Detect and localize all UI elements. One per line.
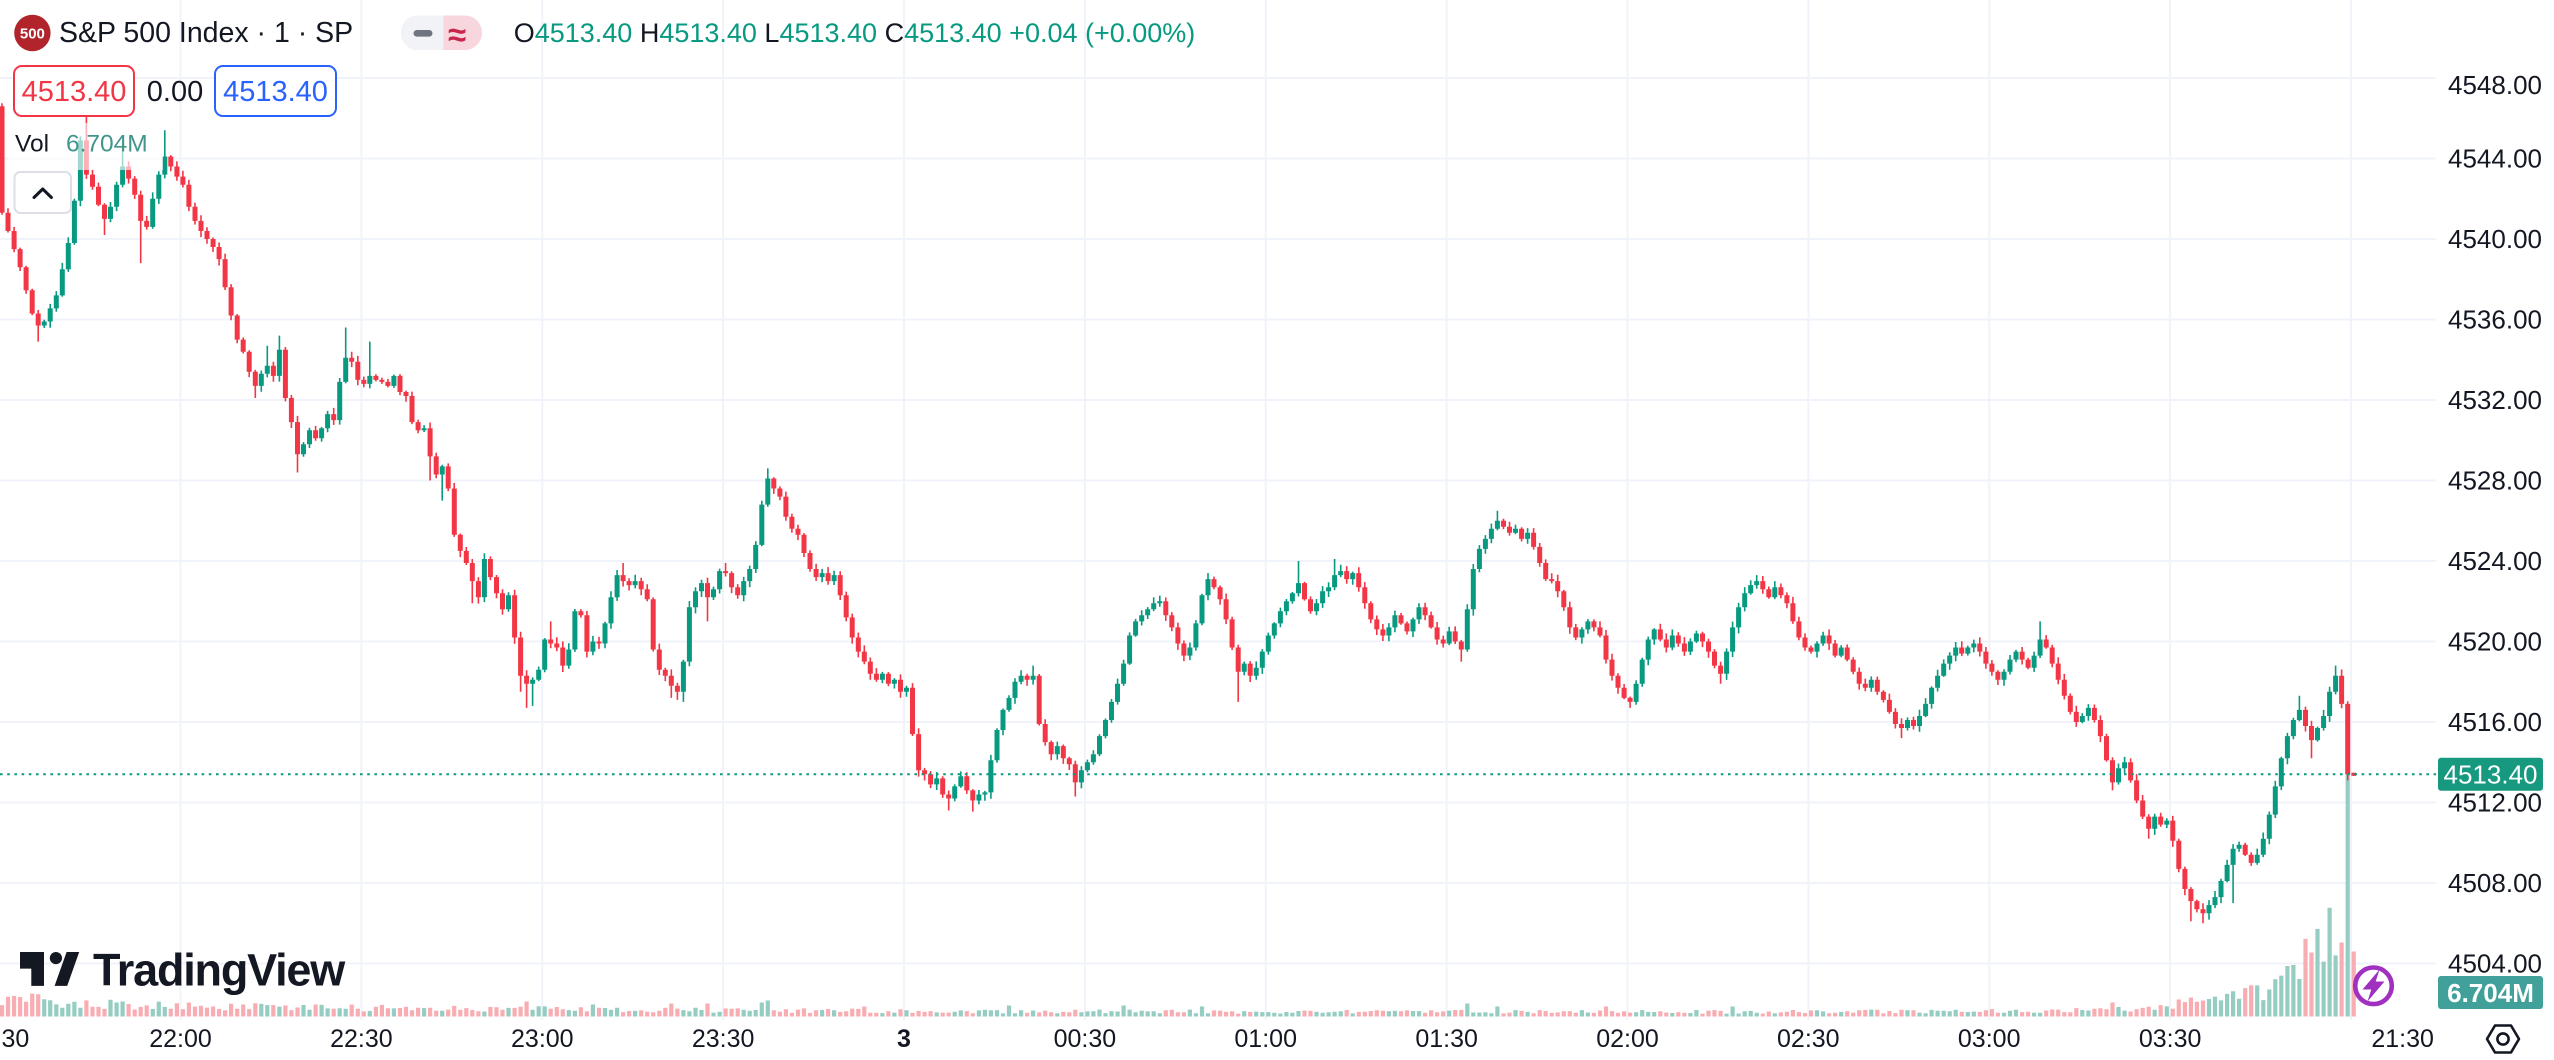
svg-text:500: 500	[20, 25, 45, 42]
svg-text:O4513.40 H4513.40 L4513.40 C45: O4513.40 H4513.40 L4513.40 C4513.40 +0.0…	[514, 18, 1196, 48]
svg-text:4524.00: 4524.00	[2448, 546, 2542, 576]
svg-text:6.704M: 6.704M	[2447, 978, 2534, 1008]
svg-text:22:30: 22:30	[330, 1025, 393, 1053]
svg-text:3: 3	[897, 1025, 911, 1053]
svg-text:4512.00: 4512.00	[2448, 788, 2542, 818]
svg-text:4513.40: 4513.40	[223, 76, 328, 108]
svg-text:0.00: 0.00	[147, 76, 203, 108]
svg-text:21:30: 21:30	[2371, 1025, 2434, 1053]
svg-text:4532.00: 4532.00	[2448, 385, 2542, 415]
svg-text:23:00: 23:00	[511, 1025, 574, 1053]
svg-text:4504.00: 4504.00	[2448, 949, 2542, 979]
svg-text:≈: ≈	[448, 16, 466, 53]
svg-text:23:30: 23:30	[692, 1025, 755, 1053]
svg-text:02:30: 02:30	[1777, 1025, 1840, 1053]
svg-text:Vol: Vol	[15, 131, 49, 158]
svg-text:03:30: 03:30	[2139, 1025, 2202, 1053]
svg-text:TradingView: TradingView	[93, 945, 346, 996]
svg-text:22:00: 22:00	[149, 1025, 212, 1053]
svg-text:21:30: 21:30	[0, 1025, 29, 1053]
svg-text:4520.00: 4520.00	[2448, 627, 2542, 657]
svg-text:4508.00: 4508.00	[2448, 868, 2542, 898]
svg-text:01:00: 01:00	[1234, 1025, 1297, 1053]
svg-text:4516.00: 4516.00	[2448, 707, 2542, 737]
svg-text:4513.40: 4513.40	[2444, 759, 2538, 789]
svg-text:4540.00: 4540.00	[2448, 224, 2542, 254]
svg-text:03:00: 03:00	[1958, 1025, 2021, 1053]
svg-text:00:30: 00:30	[1054, 1025, 1117, 1053]
svg-text:01:30: 01:30	[1415, 1025, 1478, 1053]
svg-text:4536.00: 4536.00	[2448, 305, 2542, 335]
svg-text:02:00: 02:00	[1596, 1025, 1659, 1053]
svg-text:4528.00: 4528.00	[2448, 466, 2542, 496]
svg-text:S&P 500 Index · 1 · SP: S&P 500 Index · 1 · SP	[59, 17, 353, 49]
svg-text:4544.00: 4544.00	[2448, 144, 2542, 174]
svg-text:6.704M: 6.704M	[66, 131, 148, 158]
svg-text:4513.40: 4513.40	[22, 76, 127, 108]
svg-text:4548.00: 4548.00	[2448, 70, 2542, 100]
